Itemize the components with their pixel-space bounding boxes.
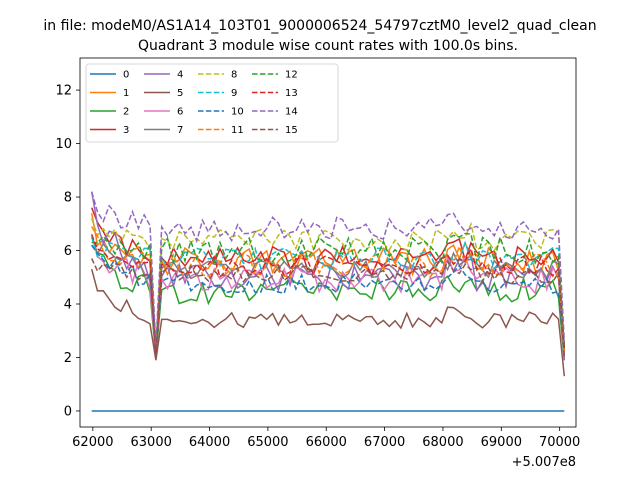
series-line-12 [91,232,566,353]
series-line-10 [91,244,566,353]
y-tick-label: 6 [64,244,72,259]
legend-label-13: 13 [285,88,298,99]
series-line-15 [91,258,566,358]
legend-label-11: 11 [231,125,244,136]
series-layer [90,191,566,412]
x-tick-label: 70000 [539,435,580,450]
y-tick-label: 0 [64,404,72,419]
y-tick-label: 8 [64,191,72,206]
plot-frame [79,57,577,428]
legend-label-8: 8 [231,70,237,81]
legend-label-12: 12 [285,70,298,81]
x-tick-label: 64000 [189,435,230,450]
x-tick-label: 65000 [247,435,288,450]
x-axis-offset-label: +5.007e8 [512,455,576,470]
legend-label-5: 5 [177,88,183,99]
y-axis: 0 2 4 6 8 10 12 [55,84,80,419]
x-tick-label: 69000 [481,435,522,450]
series-line-3 [91,207,566,353]
legend-label-1: 1 [123,88,129,99]
figure-suptitle: in file: modeM0/AS1A14_103T01_9000006524… [43,18,596,34]
legend-label-7: 7 [177,125,183,136]
chart-title: Quadrant 3 module wise count rates with … [138,38,518,54]
series-line-14 [90,191,566,347]
legend-box [85,63,339,143]
legend-label-9: 9 [231,88,237,99]
legend-label-4: 4 [177,70,183,81]
y-tick-label: 10 [55,137,72,152]
series-line-2 [91,244,566,361]
legend-label-0: 0 [123,70,129,81]
series-line-8 [90,218,566,350]
series-line-9 [90,236,566,350]
series-line-6 [90,234,566,355]
x-tick-label: 62000 [72,435,113,450]
legend-label-10: 10 [231,107,244,118]
legend-label-6: 6 [177,107,183,118]
legend-label-2: 2 [123,107,129,118]
series-line-5 [90,269,566,377]
y-tick-label: 2 [64,351,72,366]
x-tick-label: 67000 [364,435,405,450]
y-tick-label: 12 [55,84,72,99]
series-line-13 [91,234,566,353]
x-tick-label: 68000 [422,435,463,450]
x-tick-label: 66000 [306,435,347,450]
series-line-11 [91,226,566,353]
y-tick-label: 4 [64,298,72,313]
legend-label-14: 14 [285,107,298,118]
x-tick-label: 63000 [131,435,172,450]
legend-label-15: 15 [285,125,298,136]
x-axis: 62000 63000 64000 65000 66000 67000 68000 69000… [72,427,580,450]
legend-label-3: 3 [123,125,129,136]
